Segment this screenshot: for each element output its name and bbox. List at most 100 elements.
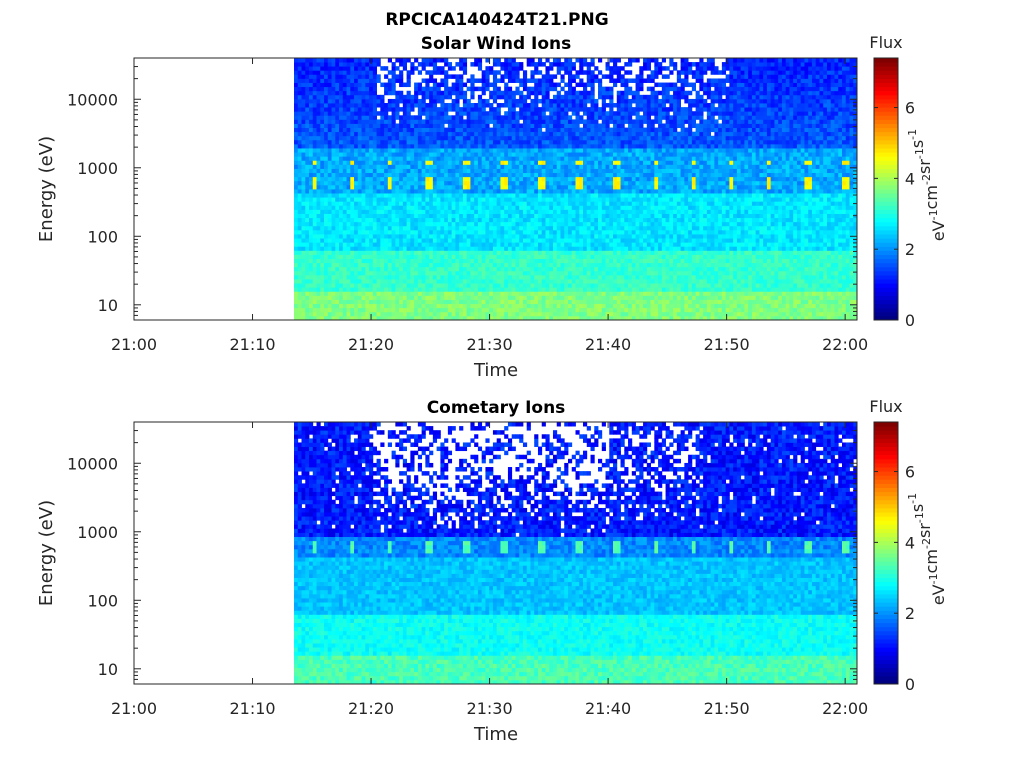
heatmap-cell xyxy=(598,156,603,161)
heatmap-cell xyxy=(384,225,389,231)
heatmap-cell xyxy=(361,123,366,128)
heatmap-cell xyxy=(579,152,584,157)
heatmap-cell xyxy=(455,152,460,157)
heatmap-cell xyxy=(402,279,407,284)
heatmap-cell xyxy=(568,123,573,128)
heatmap-cell xyxy=(500,62,505,67)
heatmap-cell xyxy=(590,82,595,88)
heatmap-cell xyxy=(511,180,516,186)
heatmap-cell xyxy=(316,98,321,104)
heatmap-cell xyxy=(444,238,449,243)
heatmap-cell xyxy=(492,78,498,83)
heatmap-cell xyxy=(335,131,340,137)
heatmap-cell xyxy=(571,176,576,182)
heatmap-cell xyxy=(417,184,423,190)
heatmap-cell xyxy=(571,131,576,137)
heatmap-cell xyxy=(481,193,486,198)
heatmap-cell xyxy=(594,172,599,178)
heatmap-cell xyxy=(376,246,381,251)
heatmap-cell xyxy=(301,291,306,296)
heatmap-cell xyxy=(440,213,445,219)
heatmap-cell xyxy=(335,180,340,186)
heatmap-cell xyxy=(462,70,468,75)
heatmap-cell xyxy=(395,98,400,104)
heatmap-cell xyxy=(522,307,528,313)
heatmap-cell xyxy=(560,143,565,149)
heatmap-cell xyxy=(376,119,381,124)
heatmap-cell xyxy=(594,234,599,239)
heatmap-cell xyxy=(530,201,535,206)
heatmap-cell xyxy=(402,168,407,174)
heatmap-cell xyxy=(489,148,494,153)
heatmap-cell xyxy=(511,127,516,133)
heatmap-cell xyxy=(365,274,370,280)
heatmap-cell xyxy=(387,90,392,96)
heatmap-cell xyxy=(474,213,479,219)
heatmap-cell xyxy=(496,266,501,272)
heatmap-cell xyxy=(507,201,513,206)
heatmap-cell xyxy=(444,70,449,75)
heatmap-cell xyxy=(522,205,528,210)
heatmap-cell xyxy=(305,90,310,96)
heatmap-cell xyxy=(414,266,419,272)
heatmap-cell xyxy=(560,234,565,239)
heatmap-cells xyxy=(294,58,858,321)
heatmap-cell xyxy=(417,176,423,182)
heatmap-cell xyxy=(346,279,351,284)
heatmap-cell xyxy=(429,94,434,100)
heatmap-cell xyxy=(500,115,505,120)
heatmap-cell xyxy=(530,197,535,202)
heatmap-cell xyxy=(384,152,389,157)
heatmap-cell xyxy=(530,258,535,264)
heatmap-cell xyxy=(481,168,486,174)
heatmap-cell xyxy=(372,98,377,104)
heatmap-cell xyxy=(568,115,573,120)
heatmap-cell xyxy=(451,287,456,292)
heatmap-cell xyxy=(387,311,392,317)
heatmap-cell xyxy=(372,307,377,313)
heatmap-cell xyxy=(496,291,501,296)
heatmap-cell xyxy=(369,143,374,149)
heatmap-cell xyxy=(511,119,516,124)
heatmap-cell xyxy=(568,307,573,313)
heatmap-cell xyxy=(342,74,347,79)
heatmap-cell xyxy=(586,209,591,214)
heatmap-cell xyxy=(579,82,584,88)
heatmap-cell xyxy=(331,303,336,309)
heatmap-cell xyxy=(552,213,558,219)
heatmap-cell xyxy=(586,127,591,133)
heatmap-cell xyxy=(459,115,464,120)
heatmap-cell xyxy=(500,90,505,96)
heatmap-cell xyxy=(492,119,498,124)
heatmap-cell xyxy=(575,299,580,305)
heatmap-cell xyxy=(294,111,299,116)
heatmap-cell xyxy=(522,270,528,276)
heatmap-cell xyxy=(327,234,332,239)
heatmap-cell xyxy=(466,143,471,149)
heatmap-cell xyxy=(552,279,558,284)
heatmap-cell xyxy=(339,254,344,259)
heatmap-cell xyxy=(552,238,558,243)
heatmap-cell xyxy=(335,242,340,247)
heatmap-cell xyxy=(301,262,306,268)
heatmap-cell xyxy=(571,299,576,305)
heatmap-cell xyxy=(429,189,434,194)
heatmap-cell xyxy=(504,266,509,272)
heatmap-cell xyxy=(339,225,344,231)
heatmap-cell xyxy=(380,209,385,214)
heatmap-cell xyxy=(564,291,569,296)
heatmap-cell xyxy=(496,58,501,63)
heatmap-cell xyxy=(507,62,513,67)
heatmap-cell xyxy=(575,103,580,108)
heatmap-cell xyxy=(549,270,554,276)
heatmap-cell xyxy=(432,123,438,128)
heatmap-cell xyxy=(425,201,430,206)
heatmap-cell xyxy=(391,135,396,141)
heatmap-cell xyxy=(384,135,389,141)
heatmap-cell xyxy=(541,201,546,206)
heatmap-cell xyxy=(380,148,385,153)
heatmap-cell xyxy=(346,143,351,149)
heatmap-cell xyxy=(440,152,445,157)
heatmap-cell xyxy=(421,107,426,112)
heatmap-cell xyxy=(316,311,321,317)
